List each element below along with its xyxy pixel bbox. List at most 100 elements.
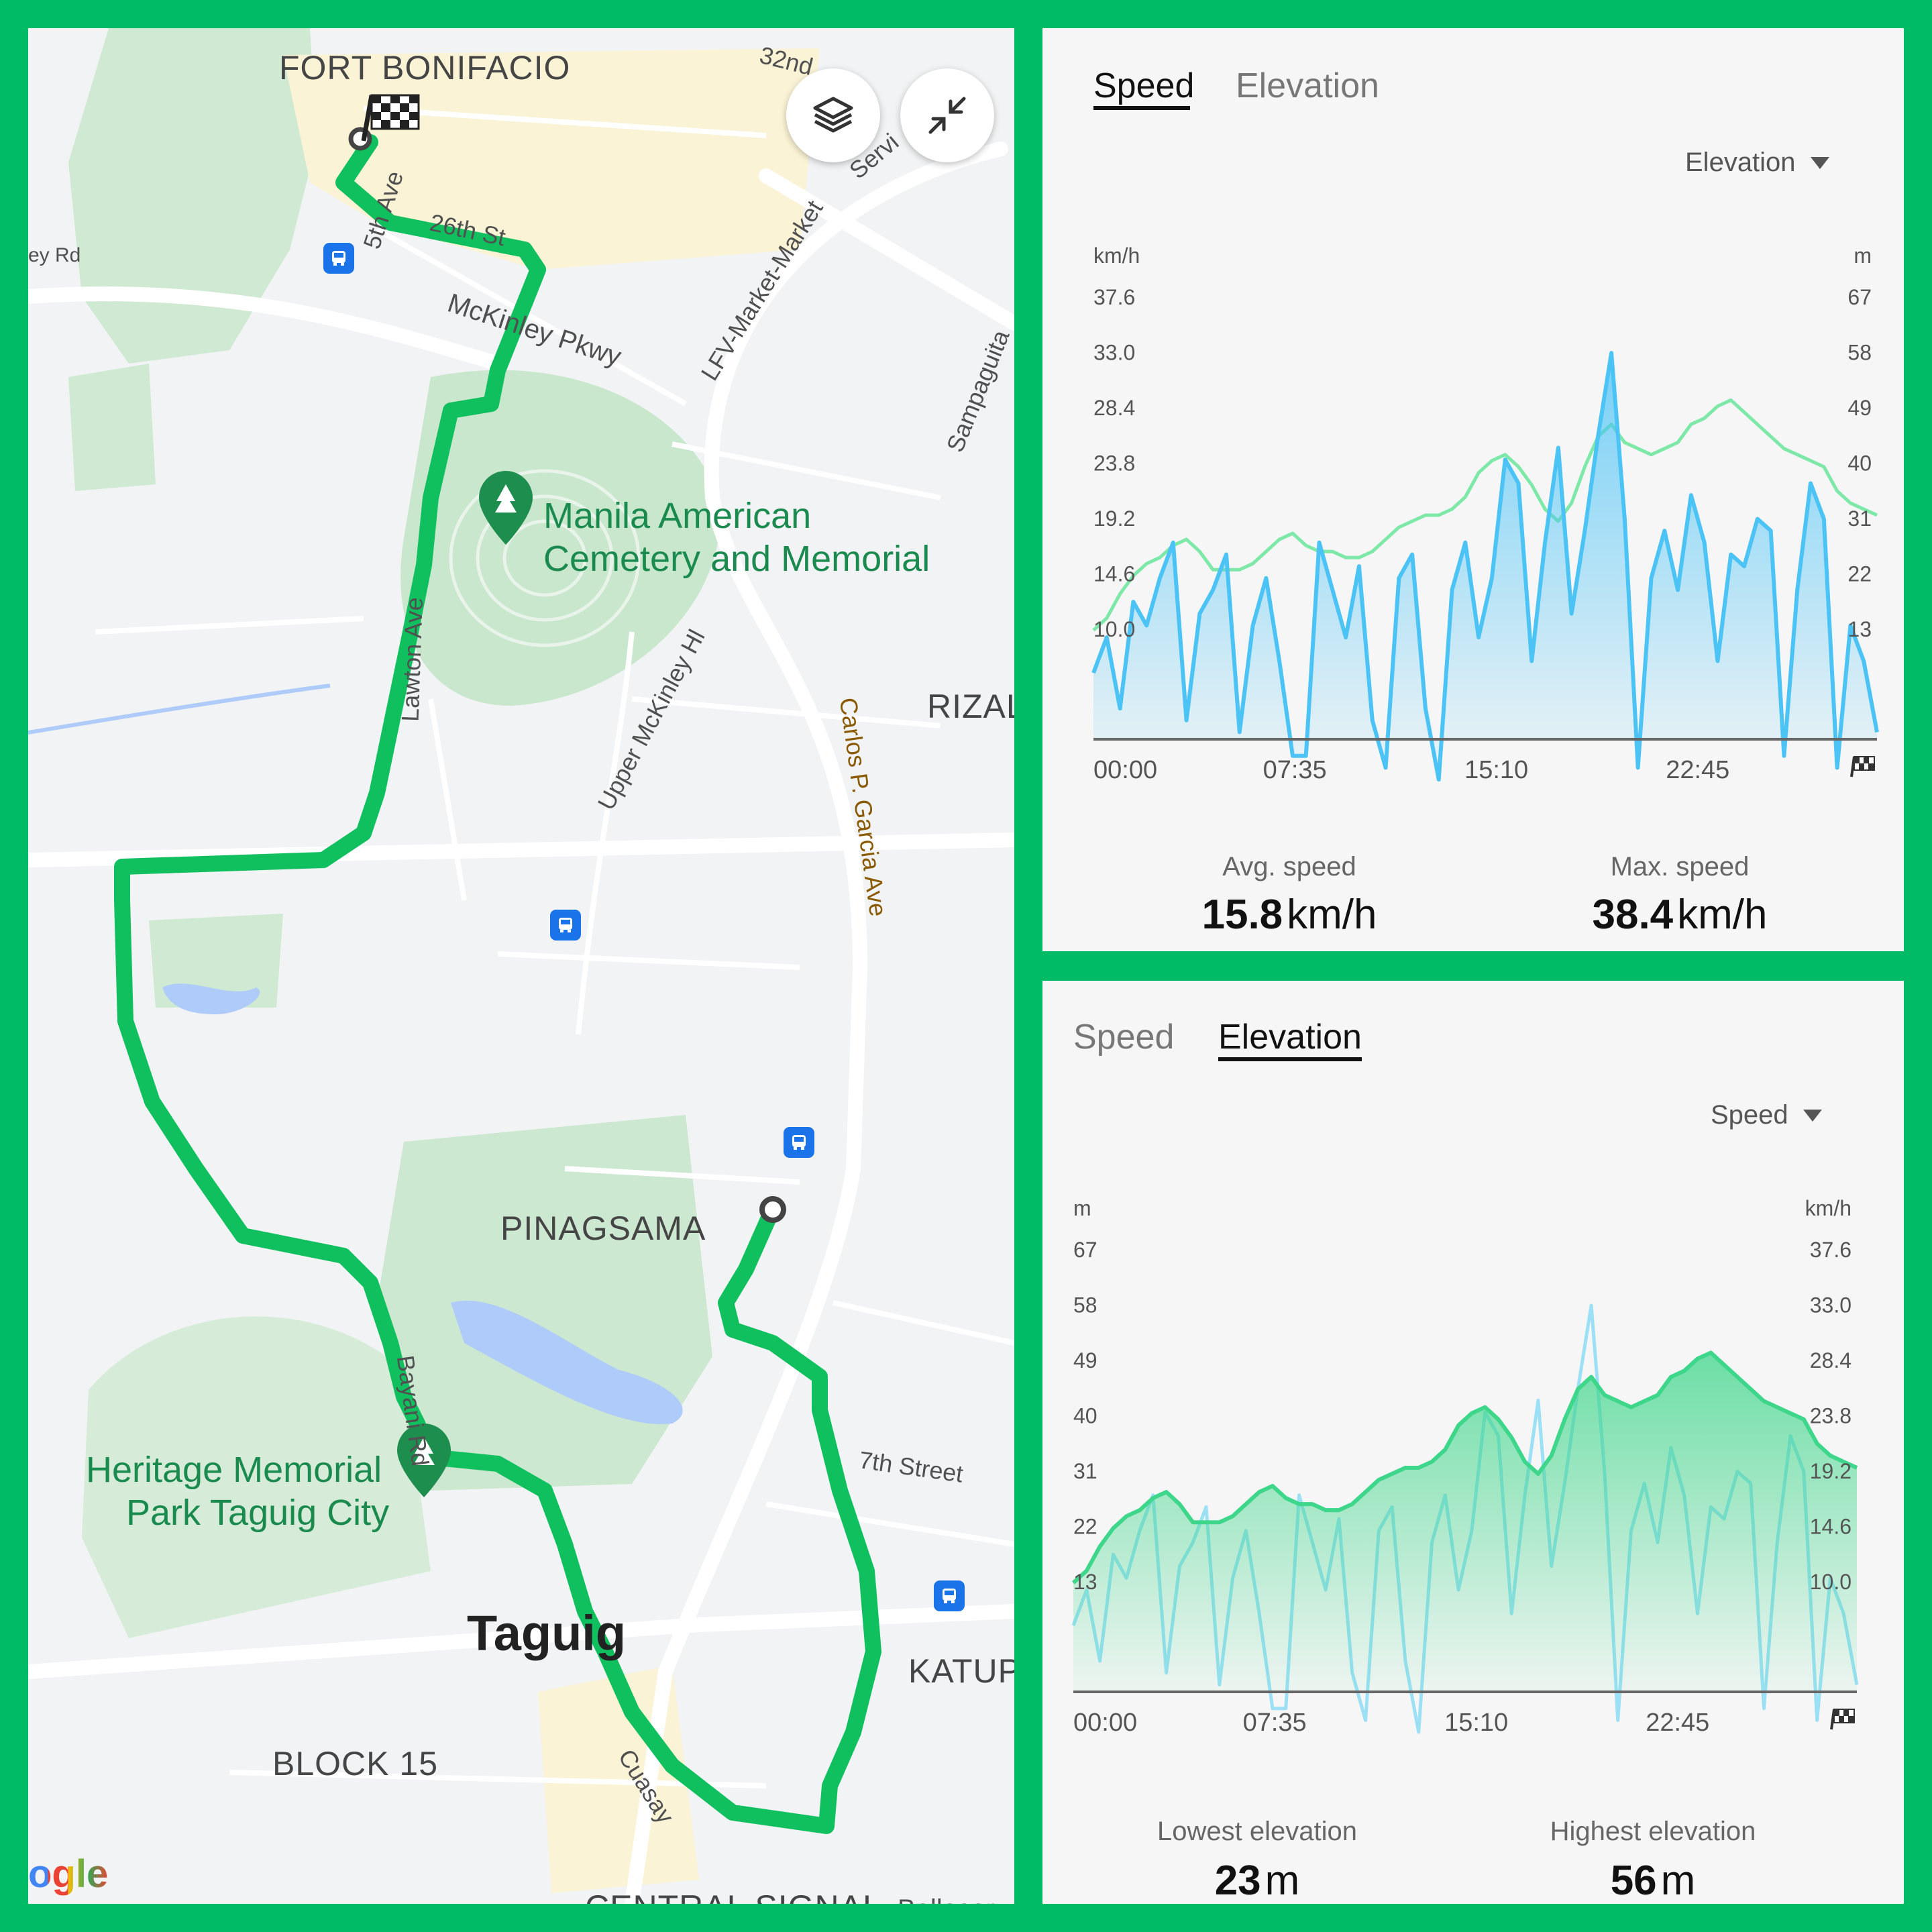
poi-label: Park Taguig City: [126, 1493, 390, 1533]
bus-stop-icon[interactable]: [934, 1580, 965, 1611]
left-axis-tick: 22: [1073, 1515, 1097, 1539]
right-axis-tick: 13: [1847, 617, 1872, 641]
creek: [28, 684, 331, 735]
tab-speed[interactable]: Speed: [1073, 1018, 1175, 1057]
avg-speed-unit: km/h: [1287, 892, 1377, 938]
right-axis-tick: 31: [1847, 506, 1872, 531]
right-axis-tick: 23.8: [1810, 1404, 1851, 1428]
max-speed-number: 38.4: [1592, 892, 1674, 938]
right-axis-tick: 28.4: [1810, 1348, 1851, 1373]
green-area-2: [68, 364, 156, 491]
elevation-chart-panel: Speed Elevation Speed m km/h 67 37.6 58 33.0 4…: [1042, 981, 1904, 1904]
time-axis-tick: 22:45: [1666, 756, 1729, 784]
right-axis-tick: 10.0: [1810, 1570, 1851, 1594]
left-axis-tick: 31: [1073, 1459, 1097, 1483]
left-axis-unit: km/h: [1093, 244, 1140, 268]
minor-roads: [95, 106, 1014, 1788]
poi-label: Heritage Memorial: [86, 1450, 382, 1490]
right-axis-tick: 14.6: [1810, 1515, 1851, 1539]
highest-elevation-number: 56: [1610, 1858, 1657, 1904]
lake: [451, 1300, 683, 1424]
overlay-dropdown[interactable]: Elevation: [1685, 148, 1829, 178]
primary-series-line: [1091, 351, 1879, 782]
district-label: CENTRAL SIGNAL: [585, 1888, 882, 1904]
overlay-dropdown-label: Elevation: [1685, 148, 1796, 177]
heritage-park-area: [82, 1316, 431, 1638]
route-line: [114, 134, 881, 1834]
bus-stop-icon[interactable]: [550, 910, 581, 941]
max-speed-label: Max. speed: [1610, 852, 1750, 881]
cemetery-rings: [449, 469, 641, 647]
chevron-down-icon: [1803, 1109, 1822, 1122]
elevation-chart[interactable]: m km/h 67 37.6 58 33.0 49 28.4 40 23.8 31 19.2 22 14.…: [1042, 1195, 1904, 1759]
active-tab-indicator: [1093, 106, 1190, 110]
left-axis-tick: 10.0: [1093, 617, 1135, 641]
avg-speed-value: 15.8km/h: [1122, 891, 1457, 938]
tab-speed[interactable]: Speed: [1093, 66, 1195, 105]
left-axis-tick: 37.6: [1093, 285, 1135, 309]
right-axis-unit: km/h: [1805, 1196, 1851, 1220]
golf-course-area: [68, 28, 317, 364]
tab-elevation[interactable]: Elevation: [1236, 66, 1379, 105]
left-axis-tick: 40: [1073, 1404, 1097, 1428]
street-label: Lawton Ave: [396, 596, 428, 722]
route-map[interactable]: FORT BONIFACIO 32nd Servi ey Rd 5th Ave …: [28, 28, 1014, 1904]
heritage-pin-icon: [397, 1424, 451, 1497]
map-collapse-button[interactable]: [900, 68, 994, 162]
left-axis-tick: 28.4: [1093, 396, 1135, 420]
max-speed-value: 38.4km/h: [1512, 891, 1847, 938]
left-axis-tick: 13: [1073, 1570, 1097, 1594]
bus-stop-icon[interactable]: [784, 1127, 814, 1158]
map-logo: ogle: [28, 1851, 108, 1896]
bus-stop-icon[interactable]: [323, 243, 354, 274]
time-axis-tick: 07:35: [1263, 756, 1327, 784]
left-axis-tick: 49: [1073, 1348, 1097, 1373]
primary-series-area: [1093, 353, 1877, 780]
primary-series-line: [1071, 1350, 1858, 1585]
speed-chart[interactable]: km/h m 37.6 67 33.0 58 28.4 49 23.8 40 19.2 31 14.6 2…: [1042, 243, 1904, 806]
pond: [162, 983, 260, 1014]
time-axis-tick: 22:45: [1646, 1709, 1709, 1737]
city-label: Taguig: [467, 1605, 627, 1661]
cemetery-pin-icon: [479, 471, 533, 545]
map-canvas[interactable]: [28, 28, 1014, 1904]
highest-elevation-unit: m: [1660, 1858, 1696, 1904]
highest-elevation-value: 56m: [1485, 1857, 1821, 1904]
lowest-elevation-number: 23: [1214, 1858, 1261, 1904]
right-axis-tick: 37.6: [1810, 1238, 1851, 1262]
right-axis-tick: 19.2: [1810, 1459, 1851, 1483]
left-axis-unit: m: [1073, 1196, 1091, 1220]
time-axis-tick: 07:35: [1243, 1709, 1307, 1737]
overlay-dropdown[interactable]: Speed: [1711, 1100, 1822, 1130]
right-axis-unit: m: [1854, 244, 1872, 268]
left-axis-tick: 23.8: [1093, 451, 1135, 476]
district-label: FORT BONIFACIO: [279, 49, 571, 87]
left-axis-tick: 14.6: [1093, 562, 1135, 586]
right-axis-tick: 49: [1847, 396, 1872, 420]
left-axis-tick: 33.0: [1093, 341, 1135, 365]
speed-chart-panel: Speed Elevation Elevation km/h m 37.6 67 33.…: [1042, 28, 1904, 951]
lowest-elevation-label: Lowest elevation: [1157, 1817, 1357, 1846]
chevron-down-icon: [1810, 156, 1829, 169]
route-start-marker: [759, 1196, 786, 1223]
finish-flag-icon: [361, 94, 420, 142]
right-axis-tick: 22: [1847, 562, 1872, 586]
checkered-flag-icon: [1850, 756, 1875, 777]
time-axis-tick: 15:10: [1444, 1709, 1508, 1737]
time-axis-tick: 00:00: [1073, 1709, 1137, 1737]
avg-speed-label: Avg. speed: [1222, 852, 1356, 881]
district-label: RIZAL: [927, 688, 1014, 725]
right-axis-tick: 33.0: [1810, 1293, 1851, 1318]
avg-speed-number: 15.8: [1201, 892, 1283, 938]
district-label: PINAGSAMA: [500, 1210, 706, 1247]
right-axis-tick: 58: [1847, 341, 1872, 365]
max-speed-unit: km/h: [1677, 892, 1768, 938]
district-label: KATUP: [908, 1652, 1014, 1690]
map-layers-button[interactable]: [786, 68, 880, 162]
layers-icon: [813, 97, 853, 133]
district-label: BLOCK 15: [272, 1745, 439, 1782]
primary-series-area: [1073, 1352, 1857, 1692]
right-axis-tick: 40: [1847, 451, 1872, 476]
tab-elevation[interactable]: Elevation: [1218, 1018, 1362, 1057]
street-label: Ballecer: [898, 1894, 995, 1904]
